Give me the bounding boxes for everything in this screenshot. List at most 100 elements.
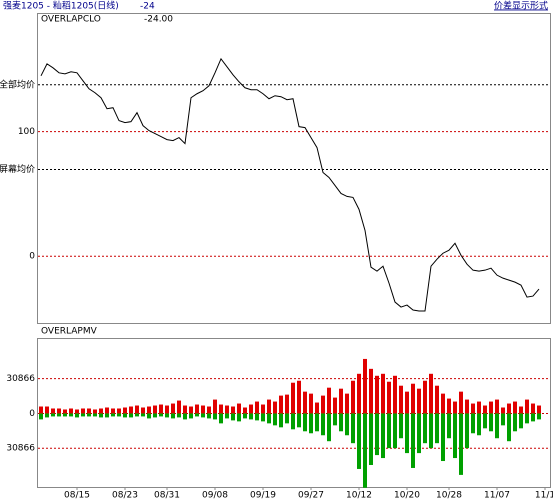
volume-bar: [261, 413, 265, 422]
volume-bar: [141, 407, 145, 414]
volume-bar: [453, 413, 457, 459]
volume-bar: [303, 391, 307, 414]
volume-bar: [273, 413, 277, 426]
volume-bar: [345, 413, 349, 436]
volume-bar: [141, 413, 145, 417]
volume-bar: [381, 373, 385, 414]
volume-bar: [147, 406, 151, 414]
volume-bar: [507, 413, 511, 442]
volume-bar: [195, 404, 199, 414]
volume-bar: [333, 413, 337, 426]
volume-bar: [513, 413, 517, 432]
volume-bar: [225, 413, 229, 419]
volume-bar: [147, 413, 151, 419]
volume-bar: [201, 405, 205, 414]
volume-bar: [51, 413, 55, 417]
y-tick-label: 30866: [6, 374, 35, 384]
volume-bar: [495, 413, 499, 439]
display-mode-link[interactable]: 价差显示形式: [494, 0, 548, 12]
x-tick-label: 09/08: [202, 491, 228, 501]
volume-bar: [87, 413, 91, 417]
volume-bar: [267, 413, 271, 424]
lower-panel-title: OVERLAPMV: [41, 327, 98, 337]
volume-bar: [369, 368, 373, 414]
volume-bar: [57, 408, 61, 414]
volume-bar: [495, 399, 499, 414]
volume-bar: [153, 413, 157, 418]
volume-bar: [99, 408, 103, 414]
volume-bar: [93, 413, 97, 417]
volume-bar: [51, 408, 55, 414]
volume-bar: [417, 413, 421, 454]
volume-bar: [519, 406, 523, 414]
volume-bar: [459, 413, 463, 475]
volume-bar: [213, 399, 217, 414]
volume-bar: [189, 413, 193, 419]
volume-bar: [309, 413, 313, 434]
volume-bar: [483, 413, 487, 429]
volume-bar: [249, 413, 253, 420]
volume-bar: [471, 403, 475, 414]
y-tick-label: 30866: [6, 444, 35, 454]
volume-bar: [441, 393, 445, 414]
volume-bar: [381, 413, 385, 459]
x-tick-label: 08/15: [64, 491, 90, 501]
volume-bar: [129, 413, 133, 418]
volume-bar: [231, 406, 235, 414]
volume-bar: [423, 413, 427, 444]
volume-bar: [459, 391, 463, 414]
volume-bar: [411, 413, 415, 468]
volume-bar: [219, 413, 223, 424]
volume-bar: [501, 413, 505, 426]
volume-bar: [105, 413, 109, 418]
volume-bar: [525, 413, 529, 424]
volume-bar: [363, 358, 367, 414]
volume-bar: [399, 385, 403, 414]
lower-panel-frame: [37, 338, 551, 488]
x-tick-label: 10/20: [394, 491, 420, 501]
volume-bar: [111, 408, 115, 414]
volume-bar: [531, 403, 535, 414]
volume-bar: [183, 413, 187, 420]
volume-bar: [429, 373, 433, 414]
volume-bar: [207, 406, 211, 414]
volume-bar: [153, 405, 157, 414]
volume-bar: [129, 406, 133, 414]
volume-bar: [417, 388, 421, 414]
x-tick-label: 09/19: [250, 491, 276, 501]
volume-bar: [339, 413, 343, 432]
volume-bar: [447, 398, 451, 414]
volume-bar: [207, 413, 211, 419]
volume-bar: [435, 385, 439, 414]
volume-bar: [309, 393, 313, 414]
volume-bar: [321, 413, 325, 436]
x-tick-label: 10/12: [346, 491, 372, 501]
volume-bar: [351, 413, 355, 444]
reference-label: 屏幕均价: [0, 163, 35, 175]
reference-label: 全部均价: [0, 78, 35, 90]
volume-bar: [531, 413, 535, 422]
volume-bar: [369, 413, 373, 465]
volume-bar: [171, 413, 175, 419]
volume-bar: [177, 400, 181, 414]
volume-bar: [315, 402, 319, 414]
volume-bar: [201, 413, 205, 418]
volume-bar: [333, 397, 337, 414]
volume-bar: [291, 413, 295, 430]
volume-bar: [513, 401, 517, 414]
x-tick-label: 11/07: [484, 491, 510, 501]
volume-bar: [423, 380, 427, 414]
upper-panel-frame: [37, 13, 551, 324]
volume-bar: [285, 394, 289, 414]
volume-bar: [75, 409, 79, 414]
volume-bar: [471, 413, 475, 434]
volume-bar: [399, 413, 403, 439]
volume-bar: [237, 413, 241, 422]
y-tick-label: 0: [29, 252, 35, 262]
x-tick-label: 11/1: [535, 491, 553, 501]
volume-bar: [243, 407, 247, 414]
volume-bar: [99, 413, 103, 418]
volume-bar: [411, 383, 415, 414]
